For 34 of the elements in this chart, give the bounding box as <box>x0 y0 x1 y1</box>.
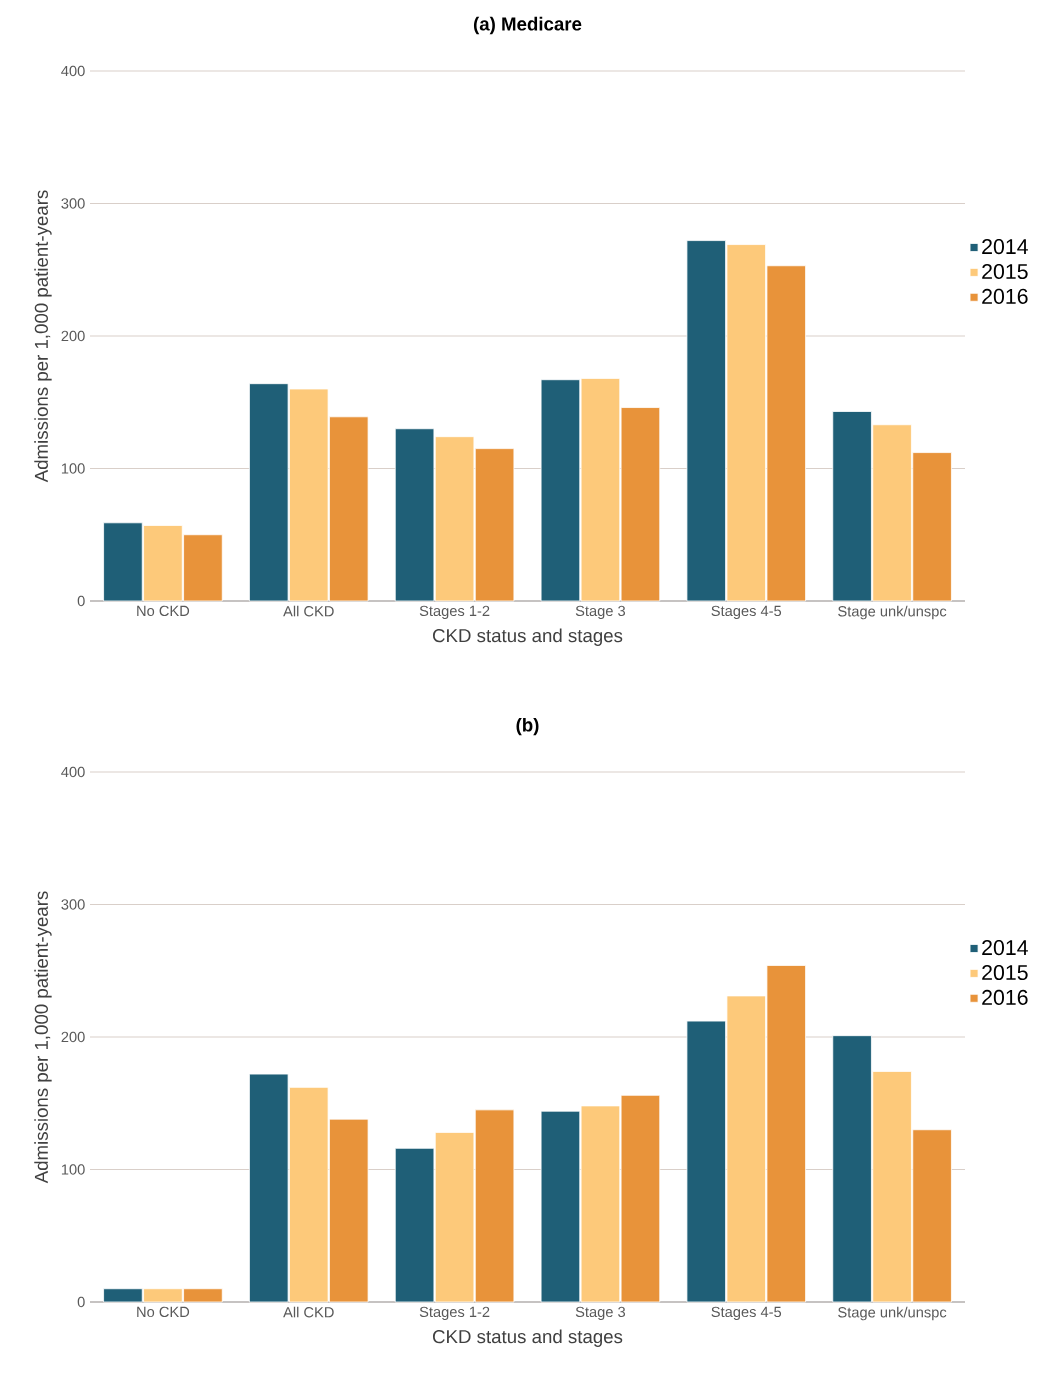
x-tick-label: Stages 4-5 <box>711 605 782 619</box>
legend-label: 2014 <box>982 239 1028 255</box>
x-tick-label: All CKD <box>283 605 334 617</box>
x-tick-label: Stage unk/unspc <box>838 605 947 620</box>
x-tick-label: Stage unk/unspc <box>838 1306 947 1321</box>
y-tick-label: 0 <box>77 595 85 607</box>
x-tick-label: No CKD <box>137 1306 190 1318</box>
x-tick-label: Stage 3 <box>575 605 626 619</box>
y-axis-title: Admissions per 1,000 patient-years <box>34 190 52 483</box>
y-tick-label: 400 <box>61 766 85 778</box>
legend-label: 2014 <box>982 940 1028 956</box>
x-tick-label: Stage 3 <box>575 1306 626 1320</box>
x-axis-title: CKD status and stages <box>432 628 623 646</box>
x-axis-title: CKD status and stages <box>432 1329 623 1347</box>
chart-title: (a) Medicare <box>473 16 582 35</box>
y-tick-label: 100 <box>61 1164 85 1175</box>
legend-label: 2016 <box>982 288 1028 304</box>
y-axis-title: Admissions per 1,000 patient-years <box>34 891 52 1184</box>
y-tick-label: 200 <box>61 330 85 342</box>
x-tick-label: Stages 1-2 <box>419 1306 490 1320</box>
y-tick-label: 200 <box>61 1031 85 1043</box>
legend-label: 2016 <box>982 989 1028 1005</box>
y-tick-label: 0 <box>77 1296 85 1308</box>
legend-label: 2015 <box>982 964 1028 981</box>
x-tick-label: All CKD <box>283 1306 334 1318</box>
y-tick-label: 300 <box>61 198 85 209</box>
x-tick-label: Stages 4-5 <box>711 1306 782 1320</box>
y-tick-label: 400 <box>61 65 85 77</box>
y-tick-label: 100 <box>61 463 85 474</box>
y-tick-label: 300 <box>61 899 85 910</box>
legend-label: 2015 <box>982 263 1028 280</box>
x-tick-label: Stages 1-2 <box>419 605 490 619</box>
x-tick-label: No CKD <box>137 605 190 617</box>
chart-title: (b) <box>516 717 539 736</box>
